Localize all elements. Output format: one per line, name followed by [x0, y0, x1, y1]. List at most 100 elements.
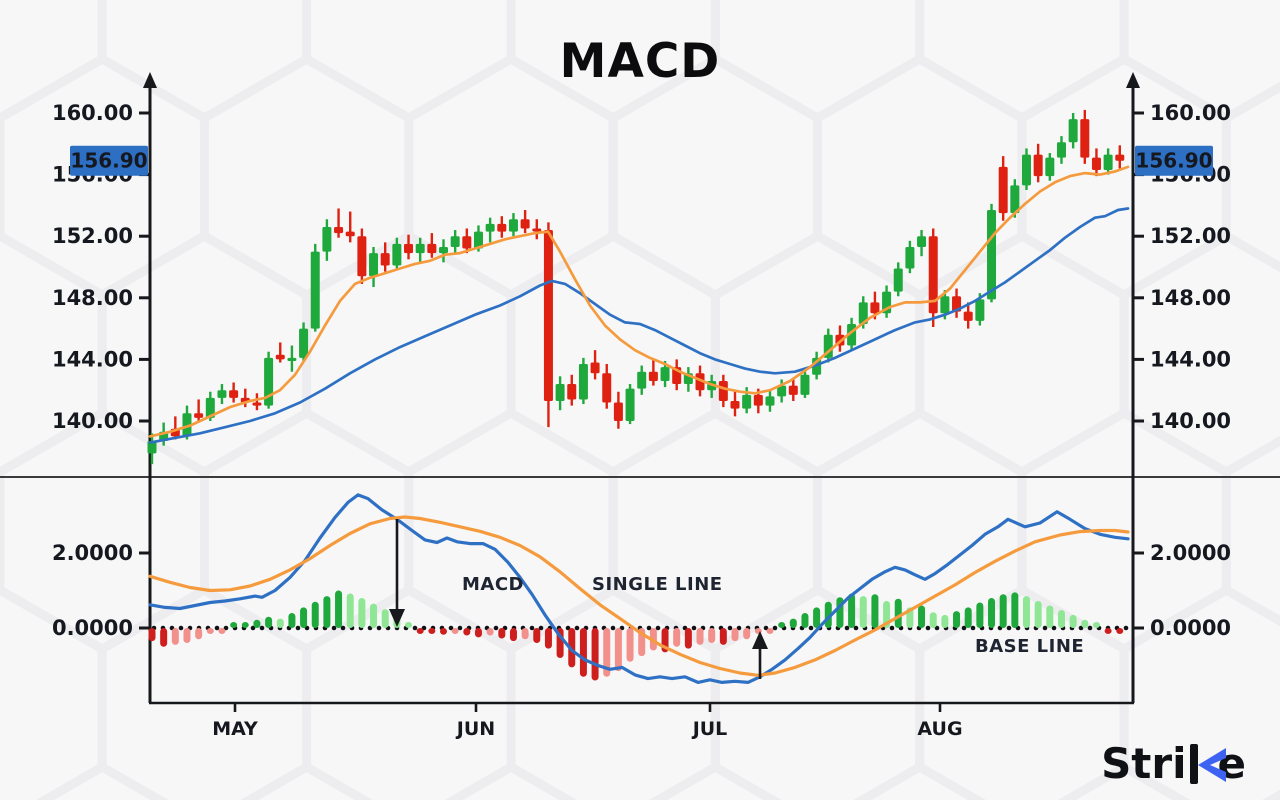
signal-line — [148, 515, 1130, 677]
zero-line-dot — [970, 625, 976, 631]
zero-line-dot — [961, 625, 967, 631]
histogram-bar — [405, 622, 413, 628]
histogram-bar — [988, 598, 996, 628]
down-arrow-head — [389, 609, 405, 627]
candle-body — [1115, 154, 1125, 161]
candle-body — [602, 373, 612, 403]
zero-line-dot — [772, 625, 778, 631]
candle-body — [508, 219, 518, 232]
histogram-bar — [766, 628, 774, 634]
candle-body — [1033, 154, 1043, 177]
candle-body — [695, 373, 705, 391]
macd-line — [148, 493, 1130, 685]
logo-k-glyph — [1188, 742, 1226, 786]
histogram-bar — [288, 613, 296, 628]
candle-body — [485, 223, 495, 232]
histogram-bar — [276, 618, 284, 628]
histogram-bar — [579, 628, 587, 677]
up-arrow-head — [752, 631, 768, 649]
month-label: JUN — [455, 718, 495, 740]
zero-line-dot — [1123, 625, 1129, 631]
histogram-bar — [918, 605, 926, 628]
candle-body — [299, 328, 309, 358]
histogram-bar — [871, 594, 879, 628]
histogram-bar — [183, 628, 191, 643]
histogram-bar — [614, 628, 622, 672]
zero-line-dot — [214, 625, 220, 631]
histogram-bar — [148, 628, 156, 642]
candle-body — [450, 236, 460, 247]
candle-body — [147, 441, 157, 454]
candle-body — [182, 413, 192, 437]
candle-body — [1056, 142, 1066, 158]
histogram-bar — [265, 616, 273, 628]
price-tag-value: 156.90 — [1135, 149, 1212, 173]
histogram-bar — [673, 628, 681, 647]
price-tick-label: 140.00 — [1150, 409, 1231, 433]
zero-line-dot — [565, 625, 571, 631]
histogram-bar — [381, 609, 389, 628]
zero-line-dot — [1087, 625, 1093, 631]
candle-body — [404, 243, 414, 254]
price-slow-ma-line — [148, 207, 1130, 444]
zero-line-dot — [763, 625, 769, 631]
macd-tick-label: 2.0000 — [1150, 541, 1231, 565]
candle-body — [940, 296, 950, 314]
candle-body — [648, 371, 658, 381]
candle-body — [905, 246, 915, 269]
histogram-bar — [171, 628, 179, 645]
histogram-bar — [813, 607, 821, 628]
histogram-bar — [731, 628, 739, 642]
histogram-bar — [474, 628, 482, 638]
candle-body — [963, 311, 973, 321]
histogram-bar — [708, 628, 716, 643]
histogram-bar — [789, 618, 797, 628]
candle-body — [427, 243, 437, 254]
zero-line-dot — [691, 625, 697, 631]
histogram-bar — [1011, 592, 1019, 628]
page-title: MACD — [559, 34, 721, 89]
candle-body — [205, 397, 215, 418]
zero-line-dot — [295, 625, 301, 631]
zero-line-dot — [889, 625, 895, 631]
histogram-bar — [743, 628, 751, 640]
candle-body — [578, 364, 588, 400]
histogram-bar — [241, 622, 249, 628]
zero-line-dot — [1078, 625, 1084, 631]
hexagon-tile — [1221, 81, 1280, 273]
candle-body — [473, 231, 483, 249]
candle-body — [788, 385, 798, 395]
histogram-bar — [778, 622, 786, 628]
zero-line-dot — [376, 625, 382, 631]
histogram-bar — [218, 628, 226, 634]
histogram-bar — [1092, 622, 1100, 628]
candle-body — [987, 210, 997, 300]
macd-line-label: MACD — [462, 574, 524, 595]
candle-body — [520, 219, 530, 229]
candle-body — [1103, 154, 1113, 170]
zero-line-dot — [610, 625, 616, 631]
candle-body — [1080, 119, 1090, 158]
zero-line-dot — [736, 625, 742, 631]
price-tick-label: 160.00 — [1150, 101, 1231, 125]
zero-line-dot — [925, 625, 931, 631]
candle-body — [532, 228, 542, 232]
candle-body — [613, 402, 623, 421]
histogram-bar — [801, 613, 809, 628]
candle-body — [1045, 157, 1055, 177]
histogram-bar — [848, 593, 856, 628]
zero-line-dot — [646, 625, 652, 631]
histogram-bar — [964, 607, 972, 628]
zero-line-dot — [1051, 625, 1057, 631]
hexagon-tile — [1119, 585, 1280, 800]
histogram-bar — [1023, 596, 1030, 628]
candle-body — [497, 223, 507, 232]
zero-line-dot — [808, 625, 814, 631]
candle-body — [1010, 185, 1020, 214]
histogram-bar — [1046, 605, 1054, 628]
macd-tick-label: 0.0000 — [52, 616, 133, 640]
zero-line-dot — [457, 625, 463, 631]
histogram-bar — [1081, 619, 1089, 628]
